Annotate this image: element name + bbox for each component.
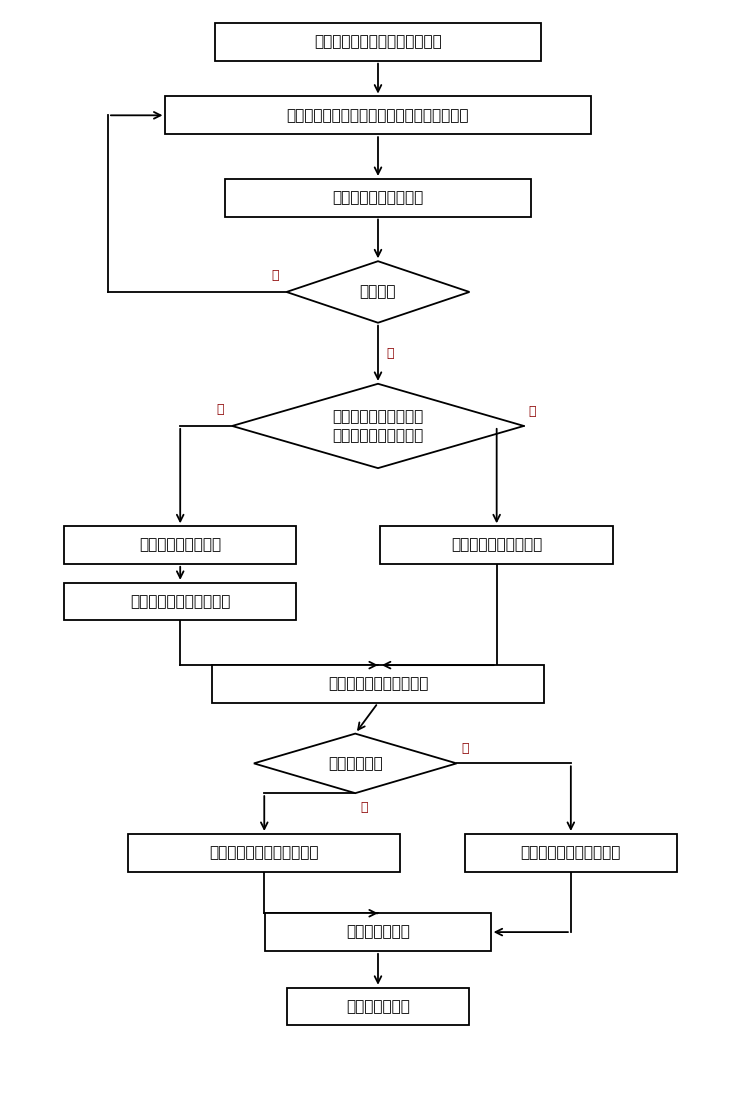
Text: 参数程序载入温度调节他: 参数程序载入温度调节他 [328,677,428,691]
Text: 是: 是 [528,406,536,418]
Polygon shape [254,734,457,793]
Text: 热处理设备、处理对象的准备。: 热处理设备、处理对象的准备。 [314,34,442,50]
Text: 计算机自动运行热处理程序: 计算机自动运行热处理程序 [210,845,319,861]
Text: 正常与否: 正常与否 [359,284,396,300]
FancyBboxPatch shape [64,526,297,564]
FancyBboxPatch shape [215,23,541,61]
Polygon shape [286,261,470,323]
Text: 按处理对象设置应用程序: 按处理对象设置应用程序 [130,594,230,609]
Text: 处理对象控制与系统固
定程序内曲线是否相同: 处理对象控制与系统固 定程序内曲线是否相同 [332,409,424,443]
FancyBboxPatch shape [265,914,491,951]
Text: 是: 是 [360,801,368,814]
Text: 否: 否 [271,269,279,282]
FancyBboxPatch shape [464,834,677,872]
Text: 监控热处理过程: 监控热处理过程 [346,925,410,940]
Text: 直接调入相应曲线程序: 直接调入相应曲线程序 [451,538,542,552]
FancyBboxPatch shape [212,666,544,703]
Text: 设备上电前的检查（电源正确、连接无误。）: 设备上电前的检查（电源正确、连接无误。） [287,108,470,122]
FancyBboxPatch shape [286,987,470,1025]
Text: 手动调节运行热处理程序: 手动调节运行热处理程序 [521,845,621,861]
Text: 打开自定义曲线程序: 打开自定义曲线程序 [139,538,221,552]
FancyBboxPatch shape [381,526,613,564]
Text: 热处理工作结束: 热处理工作结束 [346,1000,410,1014]
Text: 设备、监控系统上电。: 设备、监控系统上电。 [332,191,424,205]
FancyBboxPatch shape [225,179,532,217]
FancyBboxPatch shape [165,97,590,134]
Text: 是: 是 [386,347,393,359]
FancyBboxPatch shape [64,583,297,620]
Text: 否: 否 [461,743,469,756]
Polygon shape [232,383,524,468]
Text: 是否自动运行: 是否自动运行 [328,756,383,771]
Text: 否: 否 [217,403,224,417]
FancyBboxPatch shape [128,834,400,872]
